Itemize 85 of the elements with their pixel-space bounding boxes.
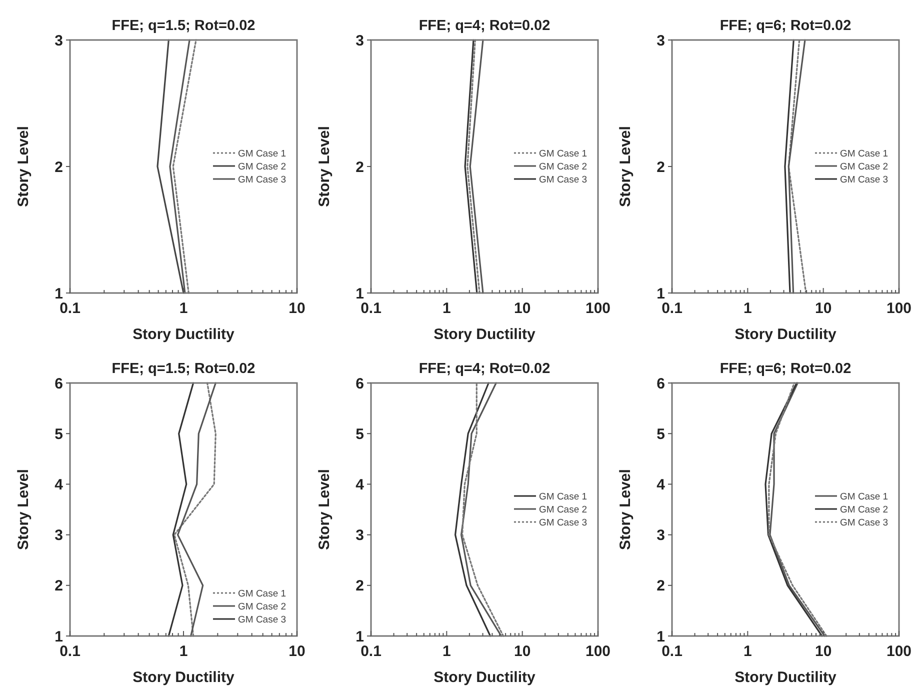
- y-tick-label: 2: [656, 578, 665, 595]
- x-axis-title: Story Ductility: [434, 326, 536, 343]
- legend-label: GM Case 3: [840, 174, 888, 186]
- y-tick-label: 4: [656, 476, 666, 494]
- x-tick-label: 0.1: [360, 643, 382, 660]
- y-tick-label: 2: [54, 158, 63, 176]
- x-tick-label: 1: [743, 300, 752, 317]
- legend-label: GM Case 1: [539, 491, 588, 502]
- y-tick-label: 3: [54, 32, 63, 50]
- legend-label: GM Case 1: [840, 491, 888, 502]
- legend-label: GM Case 2: [539, 504, 588, 516]
- legend-label: GM Case 3: [840, 517, 888, 528]
- legend-label: GM Case 3: [539, 517, 588, 528]
- y-tick-label: 3: [656, 32, 665, 50]
- y-tick-label: 3: [54, 527, 63, 544]
- legend-label: GM Case 1: [539, 148, 588, 160]
- y-tick-label: 4: [54, 476, 64, 494]
- y-tick-label: 2: [54, 578, 63, 595]
- y-tick-label: 5: [356, 426, 364, 443]
- y-tick-label: 1: [356, 285, 364, 302]
- x-tick-label: 100: [585, 643, 611, 660]
- x-tick-label: 10: [814, 300, 832, 317]
- legend-label: GM Case 3: [238, 614, 286, 626]
- x-axis-title: Story Ductility: [734, 669, 837, 686]
- y-tick-label: 1: [356, 628, 364, 646]
- y-tick-label: 2: [356, 578, 364, 595]
- y-tick-label: 1: [54, 285, 63, 302]
- y-tick-label: 6: [356, 375, 364, 392]
- x-tick-label: 10: [288, 300, 306, 317]
- y-tick-label: 3: [656, 527, 665, 544]
- x-tick-label: 1: [743, 643, 752, 660]
- y-axis-title: Story Level: [316, 126, 333, 207]
- x-tick-label: 1: [442, 300, 451, 317]
- x-tick-label: 1: [179, 643, 188, 660]
- y-tick-label: 3: [356, 527, 364, 544]
- y-axis-title: Story Level: [316, 469, 333, 550]
- y-axis-title: Story Level: [617, 126, 634, 207]
- y-tick-label: 1: [54, 628, 63, 646]
- legend-label: GM Case 2: [840, 161, 888, 172]
- y-tick-label: 1: [656, 628, 665, 646]
- y-tick-label: 5: [54, 426, 63, 443]
- legend-label: GM Case 1: [238, 148, 286, 160]
- legend-label: GM Case 1: [840, 148, 888, 160]
- legend-label: GM Case 2: [840, 504, 888, 516]
- x-tick-label: 0.1: [60, 300, 80, 317]
- x-tick-label: 100: [585, 300, 611, 317]
- x-tick-label: 10: [288, 643, 306, 660]
- x-tick-label: 0.1: [662, 300, 682, 317]
- legend-label: GM Case 3: [539, 174, 588, 186]
- y-axis-title: Story Level: [617, 469, 634, 550]
- x-tick-label: 100: [886, 643, 912, 660]
- x-tick-label: 0.1: [662, 643, 682, 660]
- legend-label: GM Case 1: [238, 588, 286, 600]
- x-axis-title: Story Ductility: [434, 669, 536, 686]
- y-tick-label: 6: [54, 375, 63, 392]
- y-tick-label: 5: [656, 426, 665, 443]
- y-tick-label: 6: [656, 375, 665, 392]
- legend-label: GM Case 2: [238, 161, 286, 172]
- legend-label: GM Case 2: [539, 161, 588, 172]
- chart-title: FFE; q=6; Rot=0.02: [720, 361, 852, 377]
- y-tick-label: 4: [356, 476, 365, 494]
- chart-title: FFE; q=4; Rot=0.02: [418, 18, 550, 34]
- y-axis-title: Story Level: [15, 126, 32, 207]
- x-tick-label: 10: [514, 300, 531, 317]
- y-tick-label: 2: [356, 158, 364, 176]
- x-axis-title: Story Ductility: [132, 326, 235, 343]
- y-tick-label: 3: [356, 32, 364, 50]
- chart-title: FFE; q=4; Rot=0.02: [418, 361, 550, 377]
- legend-label: GM Case 2: [238, 601, 286, 612]
- y-tick-label: 1: [656, 285, 665, 302]
- legend-label: GM Case 3: [238, 174, 286, 186]
- x-tick-label: 100: [886, 300, 912, 317]
- y-tick-label: 2: [656, 158, 665, 176]
- x-tick-label: 0.1: [60, 643, 80, 660]
- x-tick-label: 10: [814, 643, 832, 660]
- x-tick-label: 10: [514, 643, 531, 660]
- chart-title: FFE; q=1.5; Rot=0.02: [112, 361, 256, 377]
- x-axis-title: Story Ductility: [734, 326, 837, 343]
- x-tick-label: 1: [179, 300, 188, 317]
- x-tick-label: 0.1: [360, 300, 382, 317]
- x-tick-label: 1: [442, 643, 451, 660]
- y-axis-title: Story Level: [15, 469, 32, 550]
- x-axis-title: Story Ductility: [132, 669, 235, 686]
- chart-title: FFE; q=6; Rot=0.02: [720, 18, 852, 34]
- chart-title: FFE; q=1.5; Rot=0.02: [112, 18, 256, 34]
